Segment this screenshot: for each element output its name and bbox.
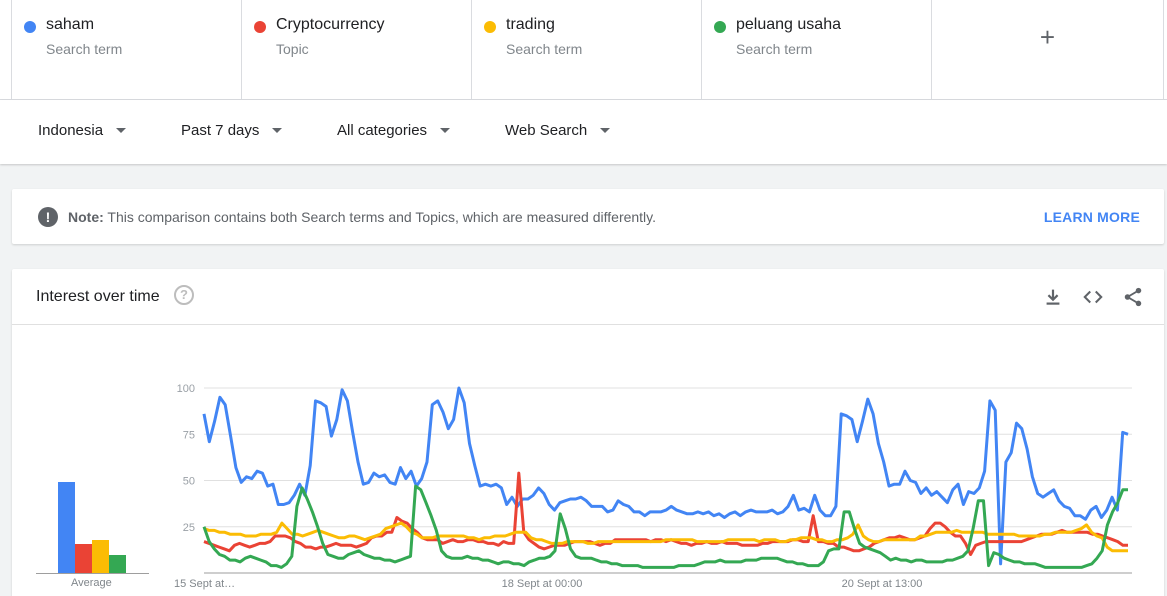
average-bar-trading[interactable] bbox=[92, 540, 109, 573]
series-line-cryptocurrency[interactable] bbox=[203, 471, 1128, 556]
term-type: Search term bbox=[46, 41, 123, 57]
average-bar-saham[interactable] bbox=[58, 482, 75, 573]
series-line-trading[interactable] bbox=[203, 521, 1128, 553]
term-type: Topic bbox=[276, 41, 309, 57]
note-text: This comparison contains both Search ter… bbox=[103, 209, 657, 225]
search-type-value: Web Search bbox=[505, 122, 588, 139]
category-dropdown[interactable]: All categories bbox=[337, 122, 451, 139]
caret-down-icon bbox=[600, 128, 611, 133]
series-line-peluang-usaha[interactable] bbox=[202, 484, 1128, 569]
chart-grid: 100 75 50 25 bbox=[177, 383, 1132, 574]
comparison-note: ! Note: This comparison contains both Se… bbox=[12, 189, 1164, 244]
term-peluang-usaha[interactable]: peluang usaha Search term bbox=[702, 0, 932, 100]
card-header: Interest over time ? bbox=[12, 269, 1164, 325]
search-terms-bar: saham Search term Cryptocurrency Topic t… bbox=[0, 0, 1167, 100]
average-bar-cryptocurrency[interactable] bbox=[75, 543, 92, 573]
x-tick-label: 15 Sept at… bbox=[174, 578, 235, 590]
term-saham[interactable]: saham Search term bbox=[12, 0, 242, 100]
terms-gutter bbox=[0, 0, 12, 99]
chart-lines bbox=[202, 386, 1129, 569]
filter-bar: Indonesia Past 7 days All categories Web… bbox=[0, 100, 1167, 164]
category-value: All categories bbox=[337, 122, 428, 139]
info-icon: ! bbox=[38, 207, 58, 227]
embed-code-icon[interactable] bbox=[1082, 286, 1104, 308]
series-color-dot bbox=[484, 21, 496, 33]
share-icon[interactable] bbox=[1122, 286, 1144, 308]
chart-x-labels: 15 Sept at… 18 Sept at 00:00 20 Sept at 13… bbox=[174, 578, 922, 590]
caret-down-icon bbox=[440, 128, 451, 133]
series-line-saham[interactable] bbox=[202, 386, 1129, 566]
region-value: Indonesia bbox=[38, 122, 104, 139]
term-cryptocurrency[interactable]: Cryptocurrency Topic bbox=[242, 0, 472, 100]
y-tick-label: 25 bbox=[183, 522, 195, 534]
term-name: peluang usaha bbox=[736, 16, 841, 33]
term-name: trading bbox=[506, 16, 555, 33]
add-comparison-button[interactable]: + bbox=[932, 0, 1164, 100]
region-dropdown[interactable]: Indonesia bbox=[38, 122, 127, 139]
y-tick-label: 50 bbox=[183, 476, 195, 488]
term-trading[interactable]: trading Search term bbox=[472, 0, 702, 100]
average-baseline bbox=[36, 573, 149, 574]
search-type-dropdown[interactable]: Web Search bbox=[505, 122, 611, 139]
y-tick-label: 100 bbox=[177, 383, 195, 395]
interest-over-time-card: Interest over time ? Average 100 75 50 25 1… bbox=[12, 269, 1164, 596]
term-type: Search term bbox=[506, 41, 583, 57]
x-tick-label: 18 Sept at 00:00 bbox=[502, 578, 583, 590]
term-name: Cryptocurrency bbox=[276, 16, 385, 33]
time-range-value: Past 7 days bbox=[181, 122, 260, 139]
y-tick-label: 75 bbox=[183, 429, 195, 441]
learn-more-link[interactable]: LEARN MORE bbox=[1043, 209, 1140, 225]
series-color-dot bbox=[254, 21, 266, 33]
average-label: Average bbox=[71, 577, 112, 589]
series-color-dot bbox=[24, 21, 36, 33]
download-icon[interactable] bbox=[1042, 286, 1064, 308]
note-prefix: Note: bbox=[68, 209, 104, 225]
plus-icon: + bbox=[1039, 21, 1056, 52]
term-name: saham bbox=[46, 16, 95, 33]
note-message: Note: This comparison contains both Sear… bbox=[68, 209, 656, 225]
average-bar-peluang-usaha[interactable] bbox=[109, 554, 126, 573]
help-circle-icon[interactable]: ? bbox=[174, 285, 194, 305]
term-type: Search term bbox=[736, 41, 813, 57]
time-range-dropdown[interactable]: Past 7 days bbox=[181, 122, 283, 139]
x-tick-label: 20 Sept at 13:00 bbox=[842, 578, 923, 590]
series-color-dot bbox=[714, 21, 726, 33]
card-title: Interest over time bbox=[36, 288, 160, 305]
caret-down-icon bbox=[272, 128, 283, 133]
interest-line-chart[interactable]: 100 75 50 25 15 Sept at… 18 Sept at 00:00 20 … bbox=[162, 377, 1152, 592]
caret-down-icon bbox=[116, 128, 127, 133]
